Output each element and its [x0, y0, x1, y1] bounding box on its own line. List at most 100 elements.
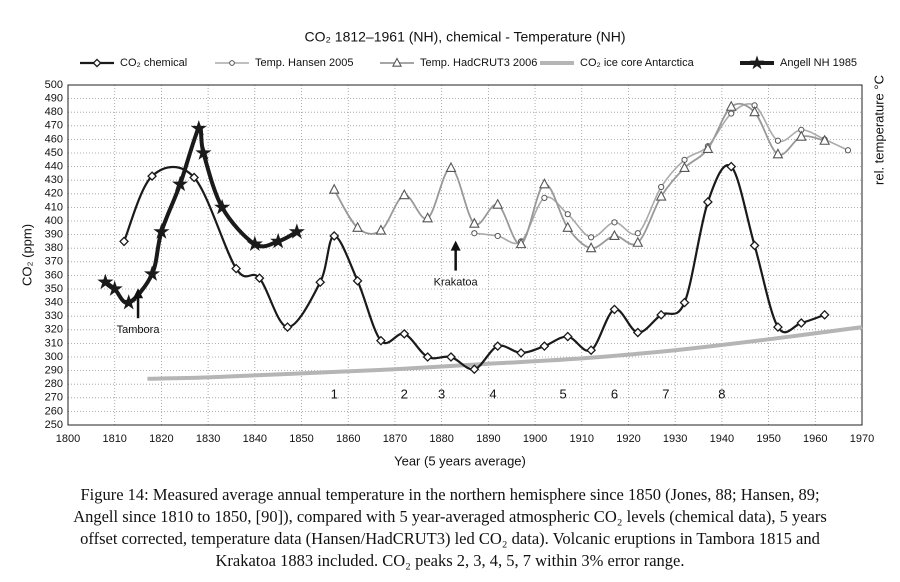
marker [445, 161, 457, 173]
x-tick-label: 1810 [102, 433, 126, 445]
marker [588, 234, 595, 241]
marker [564, 211, 571, 218]
marker [586, 345, 597, 356]
marker [562, 331, 573, 342]
marker [702, 197, 713, 207]
y-tick-label: 300 [45, 351, 63, 363]
legend-label: Temp. Hansen 2005 [255, 57, 353, 69]
marker [538, 178, 550, 189]
marker [728, 110, 735, 117]
legend-marker [392, 57, 402, 67]
marker [819, 134, 831, 145]
marker [632, 327, 643, 338]
annotation: 5 [559, 387, 566, 402]
caption-line: Angell since 1810 to 1850, [90]), compar… [73, 507, 827, 526]
marker [375, 224, 387, 235]
y2-axis-label: rel. temperature °C [871, 75, 886, 185]
marker [422, 212, 434, 223]
marker [679, 161, 690, 173]
y-tick-label: 480 [45, 106, 63, 118]
marker [585, 242, 597, 253]
y-tick-label: 320 [45, 324, 63, 336]
x-tick-label: 1930 [663, 433, 687, 445]
x-tick-label: 1920 [616, 433, 640, 445]
x-tick-label: 1870 [383, 433, 407, 445]
x-tick-label: 1860 [336, 433, 360, 445]
annotation: 8 [718, 387, 725, 402]
marker [611, 219, 618, 226]
marker [844, 147, 852, 154]
marker [120, 294, 137, 310]
marker [516, 348, 526, 358]
y-tick-label: 470 [45, 120, 63, 132]
y-tick-label: 340 [45, 297, 63, 309]
marker [492, 341, 503, 352]
annotation: 6 [611, 387, 618, 402]
marker [562, 221, 574, 232]
x-tick-label: 1890 [476, 433, 500, 445]
marker [679, 297, 690, 308]
x-tick-label: 1840 [243, 433, 267, 445]
marker [774, 137, 782, 144]
caption-line: offset corrected, temperature data (Hans… [80, 529, 820, 548]
marker [609, 304, 620, 315]
marker [288, 223, 305, 239]
marker [270, 232, 287, 249]
marker [195, 144, 212, 160]
series [119, 161, 830, 375]
annotation: 4 [489, 387, 496, 402]
marker [231, 263, 242, 274]
x-tick-label: 1960 [803, 433, 827, 445]
y-tick-label: 280 [45, 378, 63, 390]
marker [147, 171, 157, 182]
annotation-arrowhead [133, 288, 144, 299]
legend-label: Temp. HadCRUT3 2006 [420, 57, 537, 69]
marker [446, 352, 456, 362]
y-tick-label: 500 [45, 79, 63, 91]
marker [352, 221, 363, 232]
y-tick-label: 290 [45, 365, 63, 377]
y-tick-label: 410 [45, 201, 63, 213]
plot-frame [67, 84, 863, 426]
legend-label: CO₂ ice core Antarctica [580, 57, 695, 69]
marker [773, 322, 783, 332]
marker [541, 194, 548, 201]
x-tick-label: 1820 [149, 433, 173, 445]
y-tick-label: 390 [45, 229, 63, 241]
marker [153, 223, 170, 239]
legend-marker [92, 58, 102, 68]
marker [143, 265, 161, 281]
y-tick-label: 250 [45, 419, 63, 431]
marker [315, 277, 326, 288]
x-tick-label: 1910 [570, 433, 594, 445]
y-tick-label: 420 [45, 188, 63, 200]
marker [119, 236, 129, 247]
series-line [147, 325, 863, 381]
marker [681, 156, 688, 163]
series-line [123, 164, 826, 371]
y-tick-label: 380 [45, 242, 63, 254]
y-tick-label: 450 [45, 147, 63, 159]
marker [254, 273, 265, 284]
legend-marker [749, 55, 765, 70]
marker [190, 120, 207, 136]
marker [422, 352, 433, 362]
x-tick-label: 1800 [56, 433, 80, 445]
legend-label: CO₂ chemical [120, 57, 187, 69]
annotation: 1 [331, 387, 338, 402]
y-tick-label: 430 [45, 174, 63, 186]
caption-line: Krakatoa 1883 included. CO₂ peaks 2, 3, … [215, 551, 684, 570]
series-line [333, 102, 825, 250]
legend-marker [229, 60, 235, 66]
y-tick-label: 330 [45, 310, 63, 322]
y-tick-label: 460 [45, 133, 63, 145]
marker [106, 280, 123, 296]
marker [468, 217, 480, 228]
marker [702, 142, 714, 153]
marker [796, 318, 807, 328]
marker [246, 235, 263, 251]
series [97, 120, 305, 310]
annotation: Krakatoa [434, 277, 479, 289]
marker [632, 236, 644, 247]
